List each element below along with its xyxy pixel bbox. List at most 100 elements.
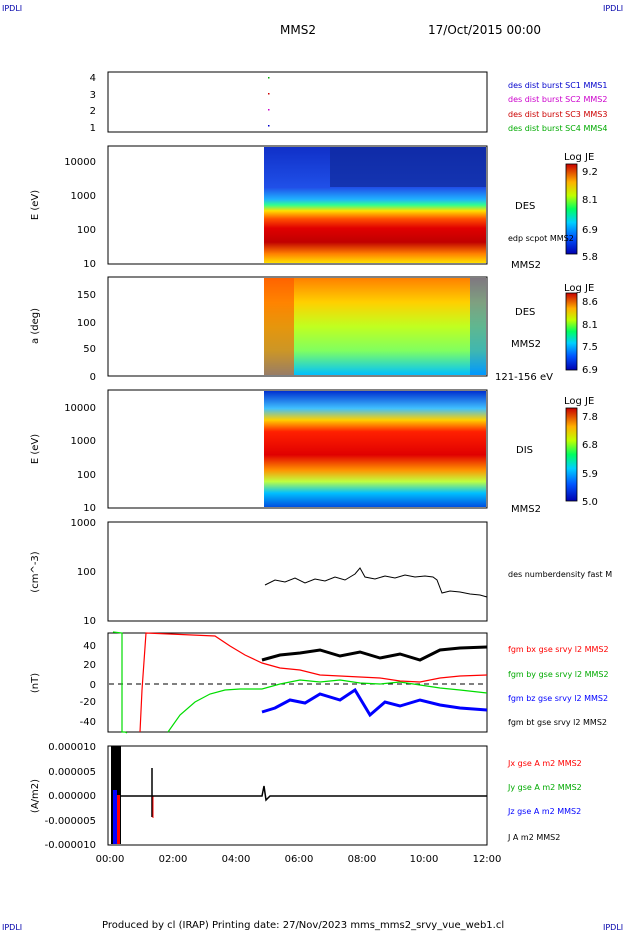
des-pitch-sc-label: MMS2 [511, 339, 541, 350]
fgm-ytick-label: 0 [90, 680, 96, 691]
corner-label-top-right: IPDLI [603, 4, 623, 13]
burst-legend-mms3: des dist burst SC3 MMS3 [508, 110, 607, 119]
fgm-legend-by: fgm by gse srvy l2 MMS2 [508, 670, 609, 679]
panel-des-pitch-frame [107, 276, 488, 377]
des-pitch-ytick-label: 0 [90, 372, 96, 383]
des-pitch-colorbar [565, 292, 578, 371]
current-ytick-label: -0.000005 [45, 816, 96, 827]
dis-energy-colorbar-title: Log JE [564, 396, 594, 407]
burst-marker-mms1 [268, 125, 270, 127]
burst-marker-mms4 [268, 77, 270, 79]
des-energy-colorbar-tick: 9.2 [582, 167, 598, 178]
fgm-legend-bx: fgm bx gse srvy l2 MMS2 [508, 645, 609, 654]
burst-legend-mms1: des dist burst SC1 MMS1 [508, 81, 607, 90]
corner-label-top-left: IPDLI [2, 4, 22, 13]
fgm-by-trace [112, 631, 128, 734]
des-pitch-ytick-label: 100 [77, 318, 96, 329]
des-energy-low-flux-band [330, 147, 486, 187]
current-legend-jx: Jx gse A m2 MMS2 [507, 759, 582, 768]
current-ylabel: (A/m2) [30, 779, 41, 813]
des-pitch-edge-band [470, 278, 486, 375]
burst-legend-mms2: des dist burst SC2 MMS2 [508, 95, 607, 104]
des-pitch-hot-band [264, 278, 294, 375]
des-energy-colorbar-title: Log JE [564, 152, 594, 163]
fgm-bx-trace [139, 632, 488, 733]
dis-energy-colorbar [565, 407, 578, 502]
des-pitch-spectrogram [264, 278, 486, 375]
x-tick-label: 12:00 [473, 854, 502, 865]
dis-energy-ytick-label: 100 [77, 470, 96, 481]
fgm-by-recovery-trace [167, 679, 488, 733]
dis-energy-sc-label: MMS2 [511, 504, 541, 515]
current-ytick-label: 0.000010 [48, 742, 96, 753]
des-pitch-colorbar-tick: 8.1 [582, 320, 598, 331]
dis-energy-colorbar-tick: 5.0 [582, 497, 598, 508]
panel-dis-energy-frame [107, 389, 488, 509]
burst-ytick-label: 1 [90, 123, 96, 134]
dis-energy-spectrogram [264, 391, 486, 507]
des-energy-colorbar-tick: 6.9 [582, 225, 598, 236]
current-legend-jz: Jz gse A m2 MMS2 [507, 807, 581, 816]
fgm-ytick-label: 40 [83, 641, 96, 652]
des-pitch-colorbar-tick: 6.9 [582, 365, 598, 376]
density-legend: des numberdensity fast M [508, 570, 612, 579]
des-energy-ytick-label: 10 [83, 259, 96, 270]
corner-label-bottom-left: IPDLI [2, 923, 22, 932]
fgm-ylabel: (nT) [30, 673, 41, 693]
fgm-ytick-label: -40 [80, 717, 96, 728]
burst-marker-mms2 [268, 109, 270, 111]
x-tick-label: 06:00 [285, 854, 314, 865]
burst-ytick-label: 4 [90, 73, 96, 84]
dis-energy-colorbar-tick: 5.9 [582, 469, 598, 480]
fgm-ytick-label: 20 [83, 660, 96, 671]
current-legend-j: J A m2 MMS2 [507, 833, 560, 842]
des-pitch-colorbar-tick: 7.5 [582, 342, 598, 353]
current-burst-block-red [117, 795, 120, 844]
dis-energy-colorbar-tick: 7.8 [582, 412, 598, 423]
current-ytick-label: 0.000005 [48, 767, 96, 778]
current-burst-block-blue [113, 790, 117, 844]
x-tick-label: 00:00 [96, 854, 125, 865]
footer-credit: Produced by cl (IRAP) Printing date: 27/… [102, 920, 504, 931]
panel-burst-frame [107, 71, 488, 133]
dis-energy-instrument-label: DIS [516, 445, 533, 456]
des-energy-colorbar-tick: 8.1 [582, 195, 598, 206]
panel-fgm-frame [107, 632, 488, 733]
des-energy-colorbar [565, 163, 578, 255]
current-series-line [121, 785, 487, 802]
current-ytick-label: 0.000000 [48, 791, 96, 802]
x-axis: 00:00 02:00 04:00 06:00 08:00 10:00 12:0… [96, 854, 502, 865]
density-ytick-label: 100 [77, 567, 96, 578]
x-tick-label: 10:00 [410, 854, 439, 865]
density-ytick-label: 1000 [71, 518, 96, 529]
des-energy-colorbar-tick: 5.8 [582, 252, 598, 263]
des-energy-ytick-label: 100 [77, 225, 96, 236]
des-energy-ylabel: E (eV) [30, 190, 41, 220]
burst-ytick-label: 3 [90, 90, 96, 101]
corner-label-bottom-right: IPDLI [603, 923, 623, 932]
density-series-line [264, 567, 488, 598]
burst-marker-mms3 [268, 93, 270, 95]
fgm-ytick-label: -20 [80, 697, 96, 708]
spacecraft-title: MMS2 [280, 23, 316, 37]
x-tick-label: 04:00 [222, 854, 251, 865]
dis-energy-ytick-label: 1000 [71, 436, 96, 447]
density-ytick-label: 10 [83, 616, 96, 627]
burst-yticks: 4 3 2 1 [90, 73, 96, 134]
date-title: 17/Oct/2015 00:00 [428, 23, 541, 37]
des-pitch-colorbar-title: Log JE [564, 283, 594, 294]
des-energy-scpot-label: edp scpot MMS2 [508, 234, 574, 243]
fgm-bt-trace [261, 645, 488, 662]
x-tick-label: 02:00 [159, 854, 188, 865]
des-pitch-ylabel: a (deg) [30, 308, 41, 344]
fgm-legend-bz: fgm bz gse srvy l2 MMS2 [508, 694, 608, 703]
panel-density-frame [107, 521, 488, 622]
des-pitch-instrument-label: DES [515, 307, 535, 318]
des-pitch-ytick-label: 150 [77, 290, 96, 301]
des-energy-sc-label: MMS2 [511, 260, 541, 271]
dis-energy-ylabel: E (eV) [30, 434, 41, 464]
burst-legend-mms4: des dist burst SC4 MMS4 [508, 124, 607, 133]
density-ylabel: (cm^-3) [30, 551, 41, 592]
des-pitch-ytick-label: 50 [83, 344, 96, 355]
